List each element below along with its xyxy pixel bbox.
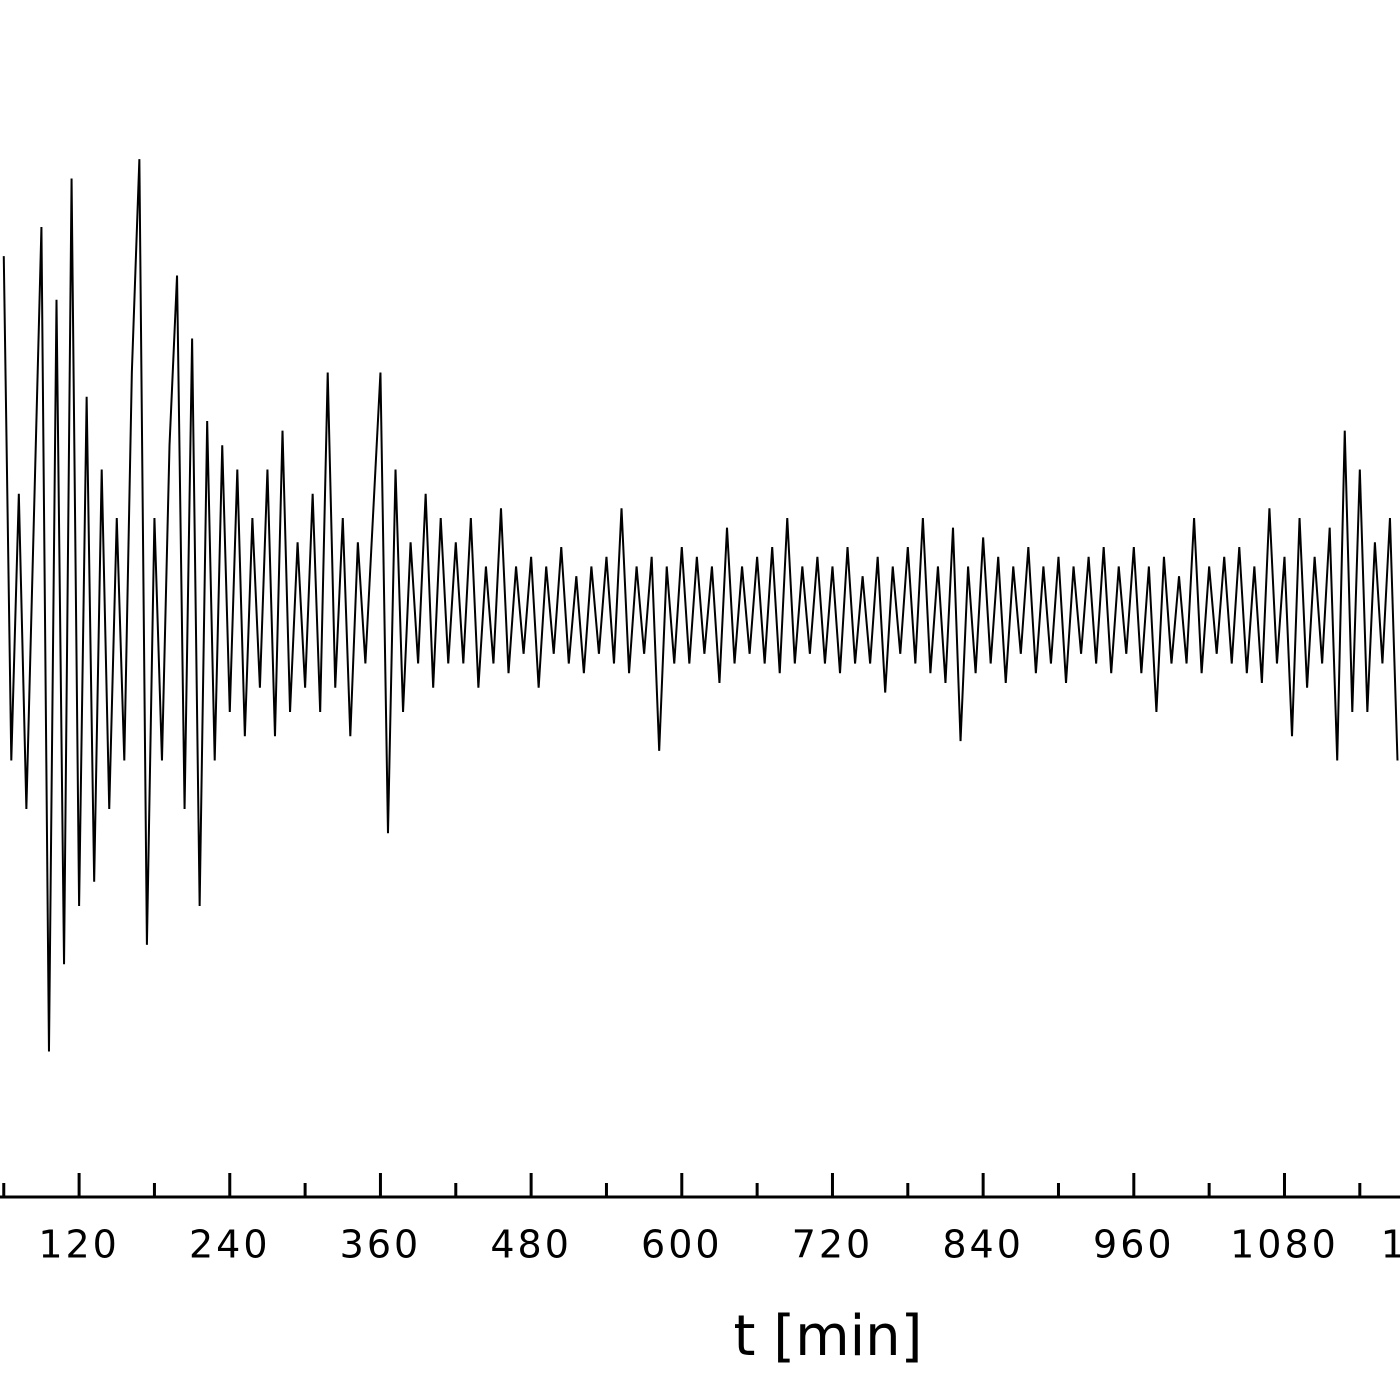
x-tick-label: 360 [340, 1223, 422, 1267]
x-axis-label: t [min] [733, 1304, 922, 1369]
x-tick-label: 600 [641, 1223, 723, 1267]
x-tick-label: 240 [189, 1223, 271, 1267]
x-tick-label: 1200 [1381, 1223, 1400, 1267]
x-tick-label: 720 [792, 1223, 874, 1267]
x-tick-label: 480 [490, 1223, 572, 1267]
x-tick-label: 120 [38, 1223, 120, 1267]
signal-line [2, 159, 1399, 1052]
x-tick-label: 840 [942, 1223, 1024, 1267]
x-tick-label: 960 [1093, 1223, 1175, 1267]
x-tick-label: 1080 [1230, 1223, 1339, 1267]
